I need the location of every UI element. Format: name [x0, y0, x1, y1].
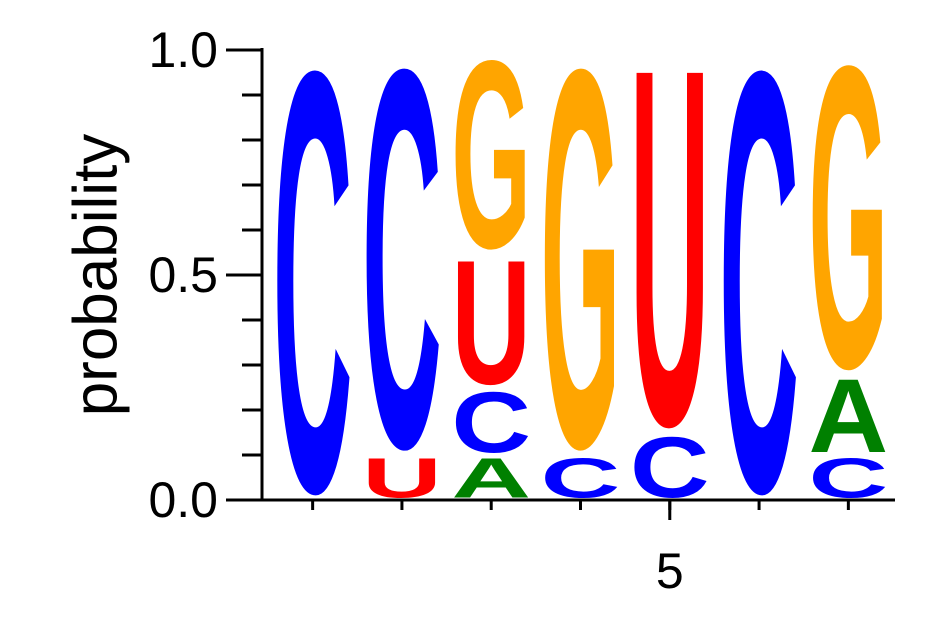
logo-letter: C — [630, 420, 710, 517]
logo-letter: C — [273, 0, 353, 617]
logo-letter: C — [362, 0, 442, 560]
logo-letter: C — [541, 447, 621, 510]
logo-letter: U — [451, 224, 531, 422]
logo-letter: C — [809, 447, 889, 510]
y-tick-label: 0.5 — [148, 247, 218, 303]
logo-letter: A — [809, 358, 889, 475]
y-axis-label: probability — [61, 134, 130, 417]
y-tick-label: 1.0 — [148, 22, 218, 78]
logo-letter: G — [451, 4, 531, 304]
logo-letter: U — [362, 447, 442, 510]
logo-letter: U — [630, 0, 710, 533]
logo-letter: A — [451, 447, 531, 510]
logo-letter: C — [719, 0, 799, 617]
y-tick-label: 0.0 — [148, 472, 218, 528]
logo-letter: G — [809, 0, 889, 458]
logo-letter: C — [451, 375, 531, 472]
logo-letter: G — [541, 0, 621, 561]
x-tick-label: 5 — [656, 543, 684, 599]
